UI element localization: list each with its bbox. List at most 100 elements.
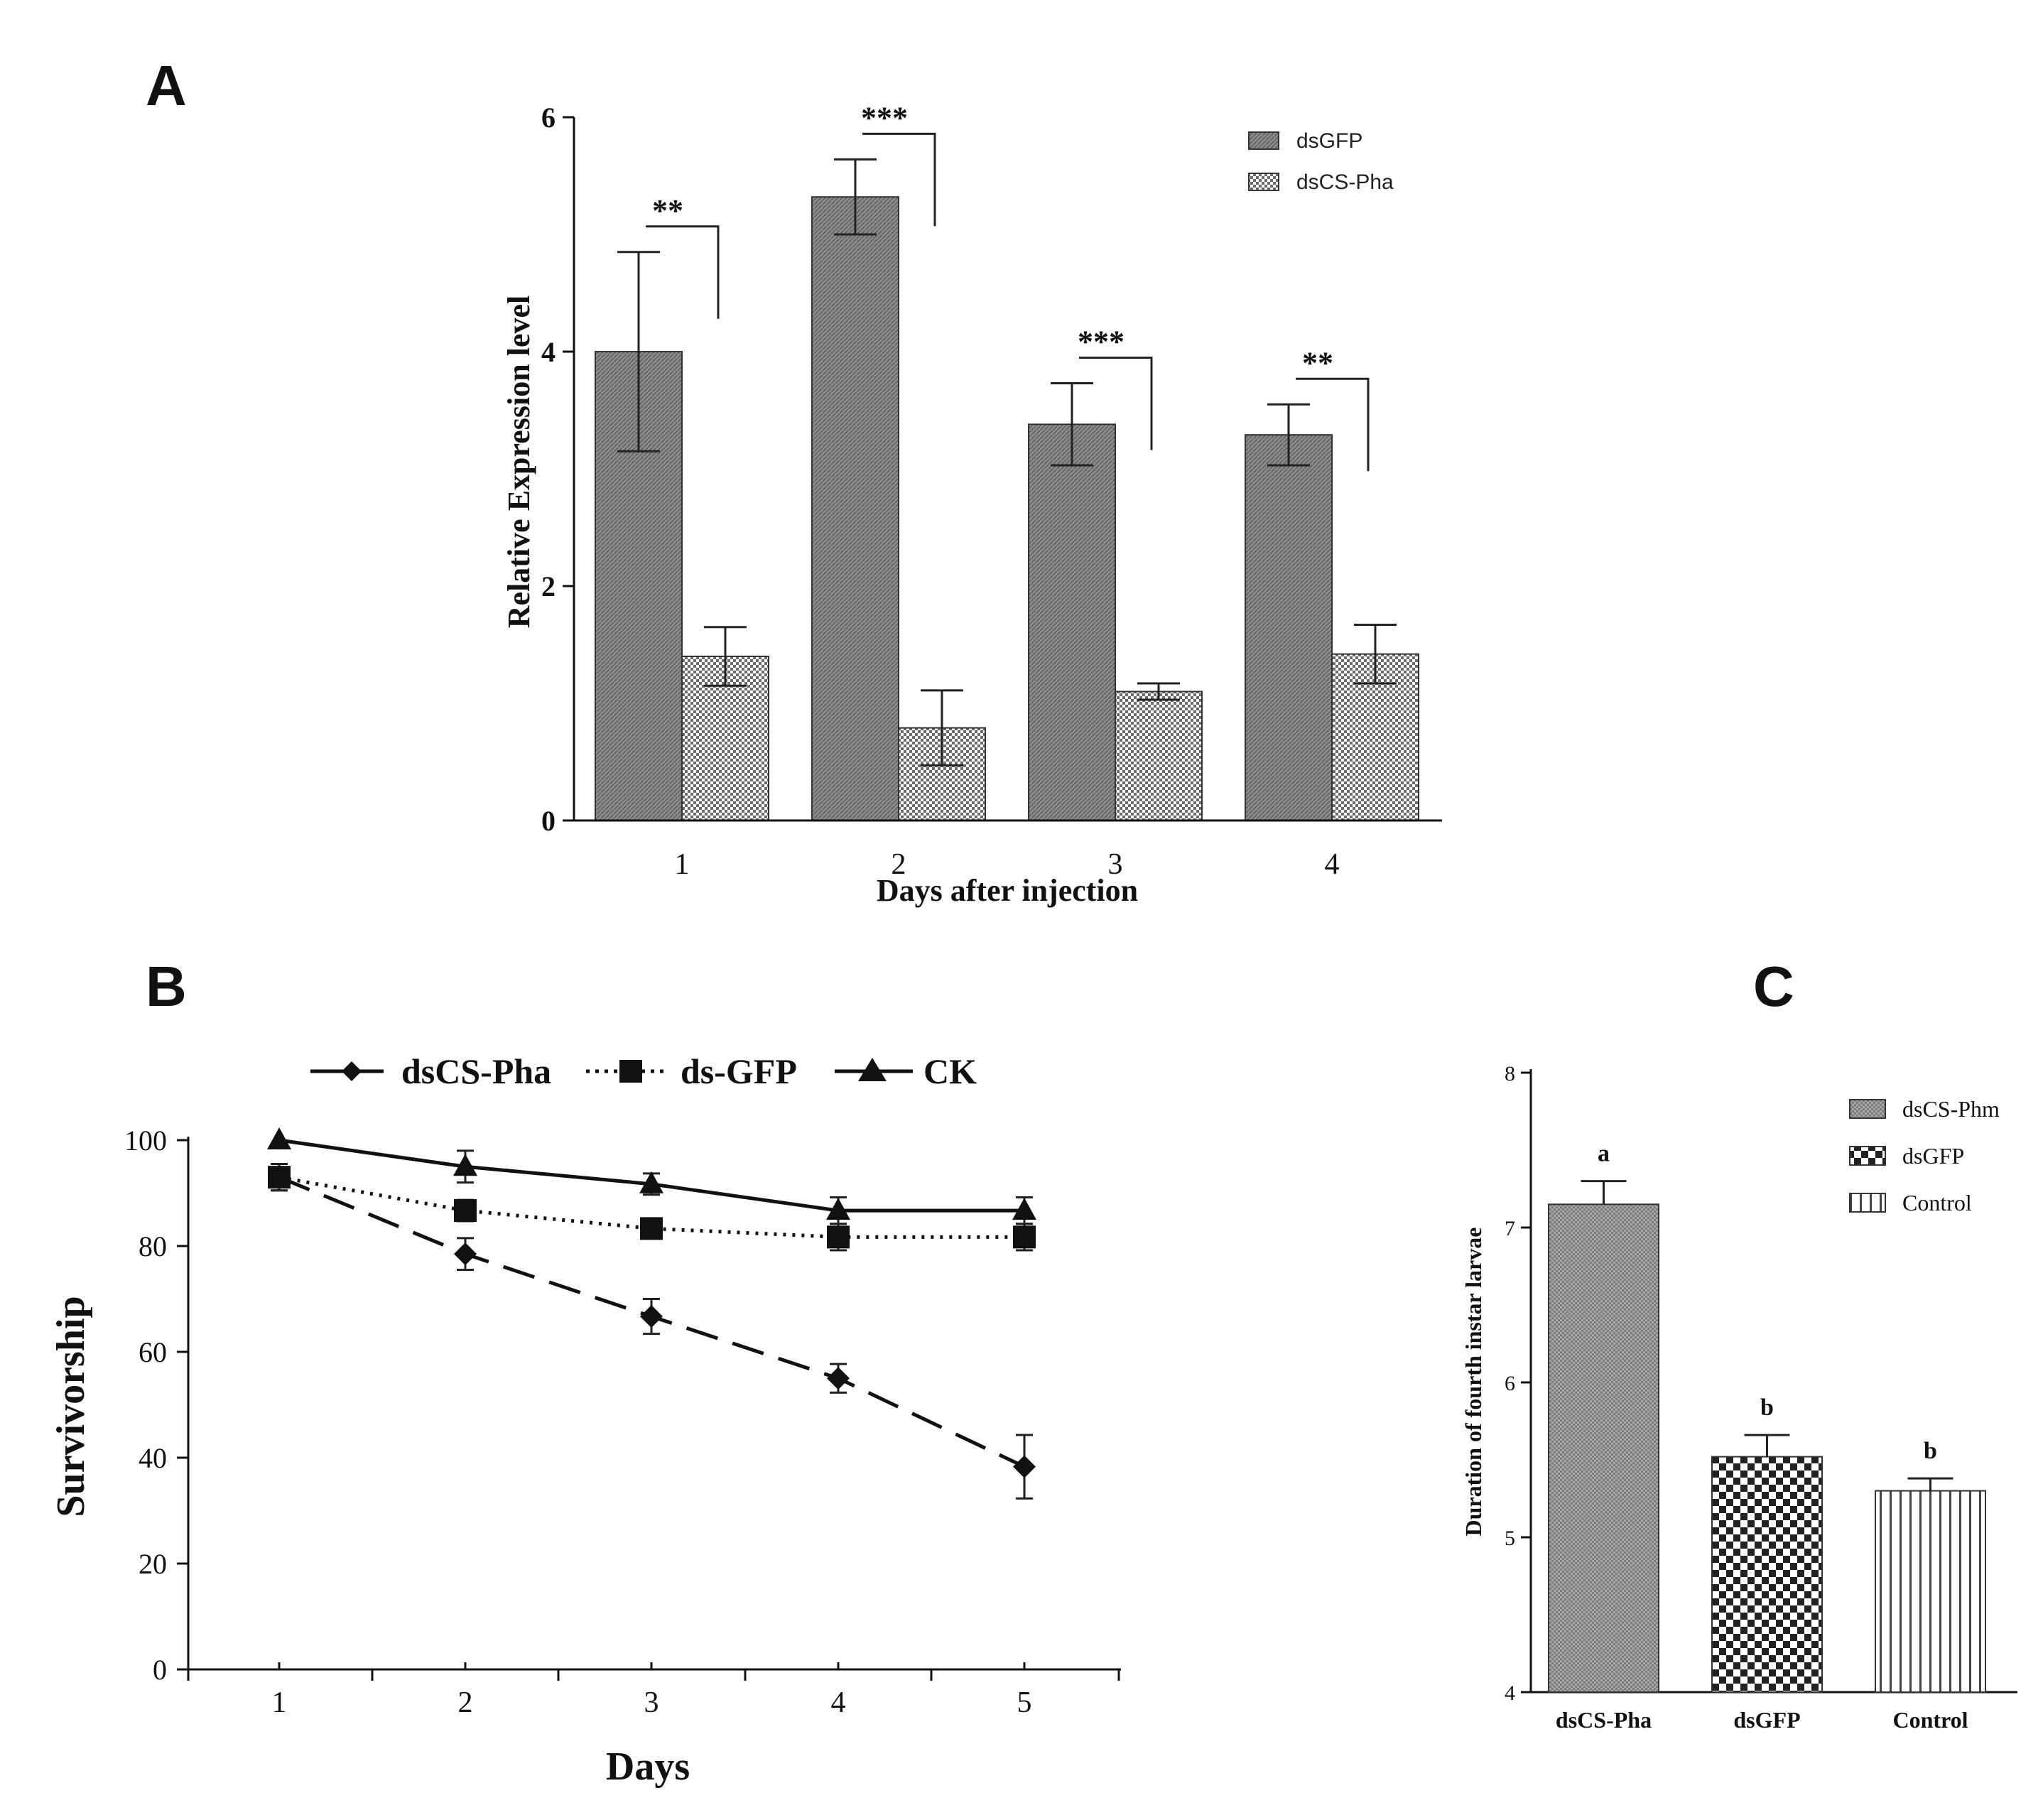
panel-c-y-tick-label: 8 bbox=[1505, 1062, 1515, 1085]
panel-b-legend-label-ds-gfp: ds-GFP bbox=[681, 1051, 797, 1091]
panel-a-y-tick-label: 2 bbox=[541, 570, 556, 602]
panel-a-error-bar-dsgfp-day-1 bbox=[617, 251, 660, 453]
panel-b-y-tick-label: 60 bbox=[139, 1336, 167, 1368]
panel-c-y-tick-label: 4 bbox=[1505, 1681, 1515, 1705]
panel-b-marker-ds-gfp-day-5 bbox=[1013, 1225, 1036, 1249]
panel-a-x-axis-title: Days after injection bbox=[877, 873, 1138, 908]
panel-b-marker-ds-gfp-day-2 bbox=[454, 1199, 477, 1223]
panel-c-bar-control bbox=[1875, 1490, 1986, 1694]
panel-letter-b: B bbox=[146, 955, 187, 1018]
panel-c-bar-dsgfp bbox=[1711, 1456, 1823, 1693]
panel-b-marker-ck-day-3 bbox=[639, 1171, 663, 1193]
panel-b-y-tick-label: 100 bbox=[124, 1125, 167, 1157]
panel-c-legend-label-dscs-phm: dsCS-Phm bbox=[1902, 1096, 2000, 1122]
panel-a-significance-label: *** bbox=[861, 100, 908, 135]
panel-b-marker-ck-day-2 bbox=[453, 1154, 477, 1176]
panel-b-legend-marker-ds-gfp bbox=[619, 1060, 642, 1083]
panel-a-legend-swatch-dscs-pha bbox=[1248, 173, 1279, 191]
panel-c-legend-swatch-control bbox=[1849, 1193, 1886, 1213]
panel-a-y-axis-title: Relative Expression level bbox=[502, 296, 536, 628]
panel-letter-a: A bbox=[146, 54, 187, 117]
panel-c-error-bar-dscs-pha bbox=[1581, 1180, 1627, 1205]
panel-a-x-tick-label: 1 bbox=[675, 848, 690, 881]
panel-c-legend: dsCS-Phm dsGFP Control bbox=[1849, 1096, 2000, 1215]
panel-b-marker-ds-gfp-day-3 bbox=[640, 1217, 663, 1240]
panel-b-marker-dscs-pha-day-3 bbox=[640, 1305, 663, 1328]
panel-a-significance-label: ** bbox=[1302, 345, 1333, 380]
panel-a-x-tick-label: 3 bbox=[1108, 848, 1123, 881]
panel-c-legend-label-control: Control bbox=[1902, 1190, 1972, 1215]
panel-a-significance-bracket bbox=[646, 225, 720, 319]
panel-c-error-bar-control bbox=[1907, 1477, 1953, 1491]
panel-b-marker-ds-gfp-day-4 bbox=[827, 1225, 850, 1249]
panel-b-y-tick-label: 80 bbox=[139, 1230, 167, 1262]
panel-b-y-tick-label: 40 bbox=[139, 1442, 167, 1474]
panel-b-y-tick-label: 0 bbox=[153, 1654, 167, 1686]
panel-c-y-tick-label: 7 bbox=[1505, 1217, 1515, 1240]
panel-b-marker-dscs-pha-day-4 bbox=[827, 1367, 850, 1390]
panel-b-legend-marker-ck bbox=[858, 1058, 887, 1081]
panel-b-marker-ck-day-1 bbox=[267, 1127, 291, 1149]
panel-c-x-tick-label: Control bbox=[1892, 1707, 1968, 1733]
panel-b-x-tick-label: 5 bbox=[1017, 1686, 1032, 1719]
panel-a-legend-label-dsgfp: dsGFP bbox=[1296, 129, 1362, 153]
panel-b-x-tick-label: 3 bbox=[644, 1686, 659, 1719]
panel-b-x-tick-label: 4 bbox=[831, 1686, 846, 1719]
panel-a-significance-bracket bbox=[1296, 377, 1370, 472]
panel-c-legend-label-dsgfp: dsGFP bbox=[1902, 1143, 1964, 1169]
panel-a-significance-bracket bbox=[1079, 357, 1153, 450]
panel-c-legend-swatch-dsgfp bbox=[1849, 1146, 1886, 1166]
panel-a-y-tick-label: 0 bbox=[541, 805, 556, 837]
panel-b-legend-label-ck: CK bbox=[923, 1051, 977, 1091]
panel-b-marker-ds-gfp-day-1 bbox=[268, 1166, 291, 1189]
panel-a-bar-dsgfp-day-4 bbox=[1245, 434, 1333, 821]
panel-b-x-tick-label: 1 bbox=[272, 1686, 287, 1719]
panel-c-significance-letter: a bbox=[1598, 1141, 1610, 1167]
panel-a-error-bar-dscs-pha-day-4 bbox=[1354, 623, 1397, 685]
panel-a-x-tick-label: 4 bbox=[1325, 848, 1340, 881]
panel-b-legend: dsCS-Pha ds-GFP CK bbox=[310, 1051, 977, 1091]
panel-b-legend-marker-dscs-pha bbox=[342, 1061, 362, 1081]
panel-a-bar-dscs-pha-day-3 bbox=[1115, 690, 1203, 821]
panel-b-legend-label-dscs-pha: dsCS-Pha bbox=[401, 1051, 551, 1091]
panel-b-y-axis-title: Survivorship bbox=[49, 1296, 93, 1517]
panel-b-marker-ck-day-4 bbox=[826, 1198, 850, 1220]
panel-a-y-tick-label: 4 bbox=[541, 336, 556, 368]
panel-c-y-axis-title: Duration of fourth instar larvae bbox=[1461, 1228, 1486, 1537]
panel-a-error-bar-dscs-pha-day-3 bbox=[1137, 682, 1180, 701]
panel-a-legend-swatch-dsgfp bbox=[1248, 131, 1279, 150]
panel-a-error-bar-dsgfp-day-2 bbox=[834, 158, 877, 236]
panel-a-x-tick-label: 2 bbox=[892, 848, 906, 881]
panel-b-marker-dscs-pha-day-2 bbox=[454, 1242, 477, 1266]
panel-c-x-tick-label: dsGFP bbox=[1733, 1707, 1800, 1733]
panel-a-error-bar-dsgfp-day-3 bbox=[1051, 382, 1093, 467]
panel-a-error-bar-dsgfp-day-4 bbox=[1267, 403, 1310, 467]
panel-c-x-tick-label: dsCS-Pha bbox=[1556, 1707, 1652, 1733]
panel-b-y-tick-label: 20 bbox=[139, 1548, 167, 1580]
panel-b-x-tick-label: 2 bbox=[458, 1686, 473, 1719]
panel-a-error-bar-dscs-pha-day-1 bbox=[704, 626, 747, 687]
panel-c-y-tick-label: 5 bbox=[1505, 1527, 1515, 1550]
panel-a-y-tick-label: 6 bbox=[541, 102, 556, 134]
panel-c-chart: a b b 4 5 6 7 8 dsCS-Pha dsGFP Control Duration … bbox=[1461, 1062, 2017, 1733]
panel-c-significance-letter: b bbox=[1760, 1394, 1774, 1421]
panel-c-bar-dscs-pha bbox=[1548, 1203, 1659, 1694]
panel-b-marker-ck-day-5 bbox=[1012, 1198, 1036, 1220]
panel-c-significance-letter: b bbox=[1924, 1438, 1937, 1464]
panel-letter-c: C bbox=[1753, 955, 1794, 1018]
panel-a-significance-bracket bbox=[862, 132, 936, 227]
panel-a-significance-label: *** bbox=[1078, 325, 1125, 359]
panel-b-chart: dsCS-Pha ds-GFP CK 0 20 40 60 80 100 1 2 3 4 5 Su… bbox=[49, 1051, 1121, 1789]
panel-a-significance-label: ** bbox=[652, 193, 683, 228]
panel-b-marker-dscs-pha-day-5 bbox=[1013, 1455, 1036, 1478]
panel-c-legend-swatch-dscs-phm bbox=[1849, 1099, 1886, 1119]
panel-a-error-bar-dscs-pha-day-2 bbox=[921, 689, 963, 767]
panel-a-legend: dsGFP dsCS-Pha bbox=[1248, 129, 1394, 194]
panel-b-x-axis-title: Days bbox=[606, 1745, 690, 1789]
panel-a-bar-dsgfp-day-3 bbox=[1028, 423, 1116, 821]
panel-a-bar-dsgfp-day-2 bbox=[811, 196, 899, 821]
panel-c-error-bar-dsgfp bbox=[1744, 1434, 1790, 1457]
panel-c-y-tick-label: 6 bbox=[1505, 1372, 1515, 1395]
